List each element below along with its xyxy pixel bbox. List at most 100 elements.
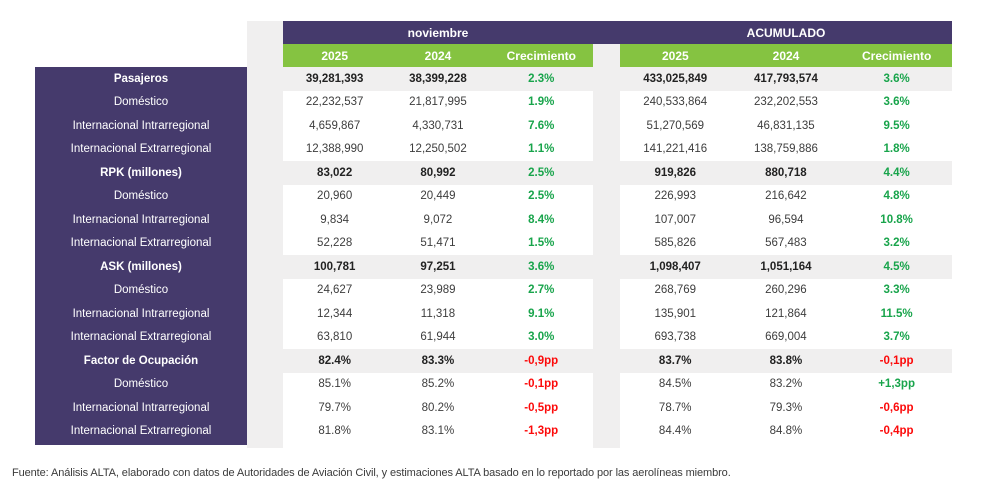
gap-cell <box>593 349 620 373</box>
gap-cell <box>593 114 620 138</box>
cell-acc-2024: 216,642 <box>765 190 807 203</box>
cell-acc-growth: -0,1pp <box>879 354 914 367</box>
col-header-crecimiento: Crecimiento <box>862 48 932 63</box>
spacer-cell <box>247 373 283 397</box>
cell-nov-2024: 4,330,731 <box>412 119 464 132</box>
row-label: Internacional Intrarregional <box>72 119 210 132</box>
table-row: 100,781 97,251 3.6% 1,098,407 1,051,164 4.5% <box>247 255 952 279</box>
cell-acc-growth: 11.5% <box>880 307 913 320</box>
row-label: Internacional Intrarregional <box>72 401 210 414</box>
column-headers-acumulado: 2025 2024 Crecimiento <box>620 44 952 67</box>
cell-nov-growth: 3.0% <box>528 331 555 344</box>
spacer-cell <box>247 279 283 303</box>
gap-cell <box>593 138 620 162</box>
cell-nov-2025: 4,659,867 <box>309 119 361 132</box>
cell-acc-2024: 83.2% <box>769 378 803 391</box>
cell-acc-growth: 10.8% <box>880 213 913 226</box>
gap-cell <box>593 232 620 256</box>
cell-nov-growth: 9.1% <box>528 307 555 320</box>
cell-nov-growth: -0,1pp <box>524 378 559 391</box>
cell-nov-2025: 24,627 <box>317 284 353 297</box>
row-label: Internacional Intrarregional <box>72 307 210 320</box>
cell-nov-2025: 52,228 <box>317 237 353 250</box>
cell-nov-2024: 61,944 <box>420 331 456 344</box>
cell-acc-2025: 226,993 <box>654 190 697 203</box>
spacer-cell <box>247 232 283 256</box>
cell-acc-2024: 232,202,553 <box>753 96 818 109</box>
cell-nov-2024: 83.1% <box>421 425 455 438</box>
cell-acc-growth: 3.7% <box>883 331 910 344</box>
spacer-cell <box>247 396 283 420</box>
cell-acc-growth: 1.8% <box>883 143 910 156</box>
left-spacer-band <box>247 21 283 448</box>
cell-acc-2025: 51,270,569 <box>646 119 705 132</box>
cell-nov-growth: 2.7% <box>528 284 555 297</box>
spacer-cell <box>247 420 283 444</box>
cell-nov-growth: 2.3% <box>528 72 555 85</box>
gap-cell <box>593 208 620 232</box>
cell-nov-2025: 22,232,537 <box>305 96 364 109</box>
period-header-bar: noviembre ACUMULADO <box>283 21 952 44</box>
gap-cell <box>593 185 620 209</box>
col-header-2024: 2024 <box>424 48 452 63</box>
cell-acc-growth: -0,4pp <box>879 425 914 438</box>
row-label-column: Pasajeros Doméstico Internacional Intrarre… <box>35 67 247 445</box>
cell-nov-2024: 38,399,228 <box>409 72 467 85</box>
row-label: RPK (millones) <box>100 166 182 179</box>
table-row: 12,388,990 12,250,502 1.1% 141,221,416 138,7… <box>247 138 952 162</box>
spacer-cell <box>247 349 283 373</box>
cell-nov-2025: 81.8% <box>318 425 351 438</box>
cell-acc-2025: 135,901 <box>654 307 697 320</box>
cell-acc-2025: 83.7% <box>658 354 692 367</box>
spacer-cell <box>247 255 283 279</box>
middle-spacer-band <box>593 44 620 448</box>
cell-acc-growth: -0,6pp <box>879 401 914 414</box>
cell-nov-growth: 8.4% <box>528 213 555 226</box>
row-label: Factor de Ocupación <box>83 354 199 367</box>
row-label: Doméstico <box>113 96 169 109</box>
gap-cell <box>593 67 620 91</box>
cell-nov-2025: 12,344 <box>317 307 353 320</box>
table-row: 85.1% 85.2% -0,1pp 84.5% 83.2% +1,3pp <box>247 373 952 397</box>
cell-acc-2025: 240,533,864 <box>643 96 708 109</box>
cell-acc-2024: 46,831,135 <box>757 119 815 132</box>
source-note: Fuente: Análisis ALTA, elaborado con dat… <box>12 467 731 479</box>
cell-nov-2024: 12,250,502 <box>409 143 467 156</box>
cell-acc-growth: 4.4% <box>883 166 910 179</box>
cell-nov-growth: 2.5% <box>528 166 555 179</box>
row-label: Doméstico <box>113 190 169 203</box>
col-header-2024: 2024 <box>772 48 800 63</box>
table-row: 9,834 9,072 8.4% 107,007 96,594 10.8% <box>247 208 952 232</box>
col-header-2025: 2025 <box>321 48 349 63</box>
cell-nov-2024: 9,072 <box>423 213 453 226</box>
cell-nov-2024: 51,471 <box>420 237 456 250</box>
spacer-cell <box>247 302 283 326</box>
cell-nov-2025: 12,388,990 <box>305 143 364 156</box>
cell-acc-growth: 9.5% <box>883 119 910 132</box>
cell-nov-2024: 97,251 <box>420 260 456 273</box>
row-label: Internacional Extrarregional <box>70 331 212 344</box>
cell-nov-2025: 83,022 <box>317 166 353 179</box>
table-row: 82.4% 83.3% -0,9pp 83.7% 83.8% -0,1pp <box>247 349 952 373</box>
row-label: Internacional Intrarregional <box>72 213 210 226</box>
cell-acc-2025: 693,738 <box>654 331 697 344</box>
cell-acc-2024: 138,759,886 <box>753 143 818 156</box>
cell-acc-2025: 433,025,849 <box>643 72 708 85</box>
row-label: Doméstico <box>113 378 169 391</box>
cell-acc-2025: 268,769 <box>654 284 697 297</box>
table-row: 39,281,393 38,399,228 2.3% 433,025,849 417,7… <box>247 67 952 91</box>
table-row: 63,810 61,944 3.0% 693,738 669,004 3.7% <box>247 326 952 350</box>
table-row: 79.7% 80.2% -0,5pp 78.7% 79.3% -0,6pp <box>247 396 952 420</box>
gap-cell <box>593 326 620 350</box>
cell-acc-2024: 83.8% <box>769 354 803 367</box>
gap-cell <box>593 373 620 397</box>
spacer-cell <box>247 326 283 350</box>
cell-acc-2025: 78.7% <box>658 401 692 414</box>
cell-acc-growth: 4.5% <box>883 260 910 273</box>
cell-acc-2025: 919,826 <box>654 166 697 179</box>
gap-cell <box>593 91 620 115</box>
cell-nov-2024: 80.2% <box>421 401 455 414</box>
cell-acc-2025: 107,007 <box>654 213 697 226</box>
cell-nov-2025: 100,781 <box>313 260 356 273</box>
